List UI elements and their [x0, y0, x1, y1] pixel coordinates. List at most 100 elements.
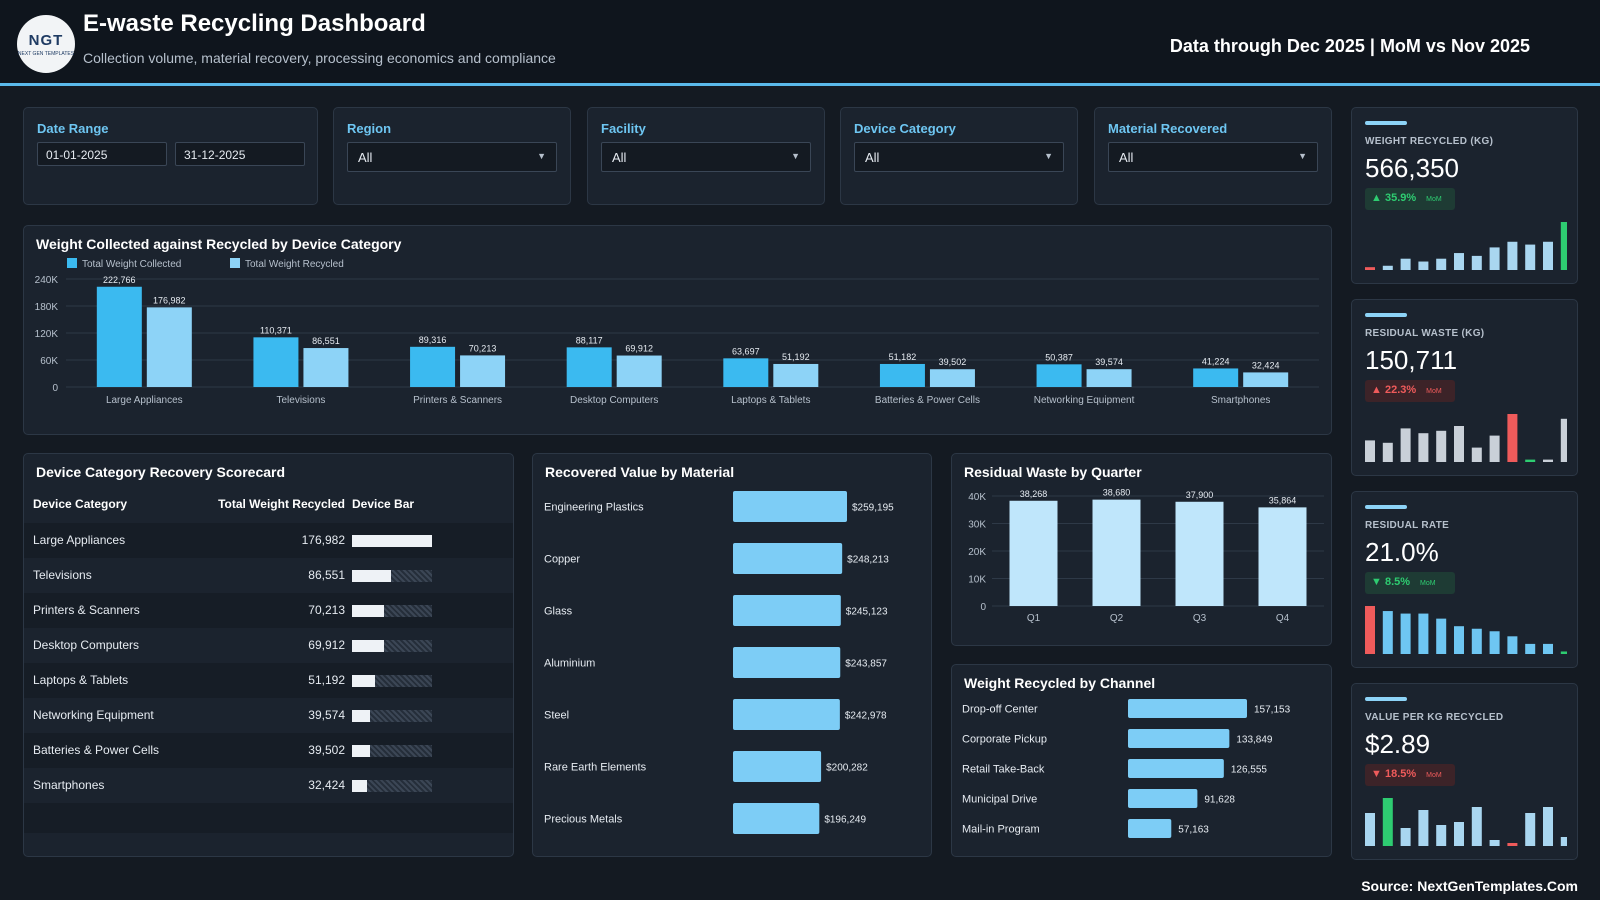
legend-swatch-total-weight-collected	[67, 258, 77, 268]
end-date-input[interactable]: 31-12-2025	[175, 142, 305, 166]
channel-bar-retail-take-back[interactable]	[1128, 759, 1224, 778]
arrow-down-icon: ▼	[1371, 576, 1382, 588]
channel-bar-corporate-pickup[interactable]	[1128, 729, 1230, 748]
quarter-bar-q4[interactable]	[1258, 507, 1307, 606]
bar-total-weight-collected-televisions[interactable]	[253, 337, 299, 387]
spark-bar	[1400, 828, 1411, 846]
device-bar-track	[352, 605, 432, 617]
region-select[interactable]: All ▼	[347, 142, 557, 172]
material-bar-steel[interactable]	[733, 699, 840, 730]
x-tick-label: Desktop Computers	[570, 395, 658, 406]
chevron-down-icon: ▼	[537, 151, 546, 161]
material-recovered-select[interactable]: All ▼	[1108, 142, 1318, 172]
bar-total-weight-collected-desktop-computers[interactable]	[566, 347, 612, 387]
kpi-sparkline	[1365, 414, 1567, 462]
quarter-bar-q1[interactable]	[1009, 500, 1058, 606]
material-value-title: Recovered Value by Material	[545, 464, 735, 480]
row-weight: 70,213	[308, 603, 345, 617]
channel-value-label: 133,849	[1236, 735, 1273, 746]
kpi-card-weight-recycled-kg[interactable]: WEIGHT RECYCLED (KG) 566,350 ▲ 35.9% MoM	[1351, 107, 1578, 284]
quarter-value-label: 37,900	[1186, 490, 1214, 500]
spark-bar	[1418, 613, 1429, 654]
channel-label-retail-take-back: Retail Take-Back	[962, 764, 1045, 776]
bar-value-label: 41,224	[1202, 356, 1230, 366]
device-bar-fill	[352, 675, 376, 687]
spark-bar	[1454, 253, 1464, 270]
material-bar-precious-metals[interactable]	[733, 803, 820, 834]
chevron-down-icon: ▼	[1044, 151, 1053, 161]
bar-total-weight-collected-printers-and-scanners[interactable]	[410, 346, 456, 387]
bar-total-weight-recycled-laptops-and-tablets[interactable]	[773, 363, 819, 387]
table-row[interactable]: Smartphones 32,424	[24, 768, 513, 803]
kpi-card-residual-rate[interactable]: RESIDUAL RATE 21.0% ▼ 8.5% MoM	[1351, 491, 1578, 668]
bar-total-weight-recycled-large-appliances[interactable]	[146, 307, 192, 387]
device-bar-track	[352, 745, 432, 757]
material-bar-aluminium[interactable]	[733, 647, 841, 678]
bar-total-weight-recycled-networking-equipment[interactable]	[1086, 369, 1132, 387]
device-category-select[interactable]: All ▼	[854, 142, 1064, 172]
kpi-label: RESIDUAL RATE	[1365, 520, 1450, 531]
material-bar-engineering-plastics[interactable]	[733, 491, 847, 522]
table-row[interactable]: Laptops & Tablets 51,192	[24, 663, 513, 698]
logo-subtext: NEXT GEN TEMPLATES	[17, 50, 75, 57]
material-bar-copper[interactable]	[733, 543, 843, 574]
device-bar-fill	[352, 710, 370, 722]
weight-by-category-title: Weight Collected against Recycled by Dev…	[36, 236, 402, 252]
spark-bar	[1471, 628, 1482, 654]
quarter-bar-q2[interactable]	[1092, 499, 1141, 606]
table-row[interactable]: Batteries & Power Cells 39,502	[24, 733, 513, 768]
spark-bar	[1525, 459, 1536, 462]
channel-chart: Drop-off Center 157,153 Corporate Pickup 13…	[962, 699, 1291, 838]
facility-select[interactable]: All ▼	[601, 142, 811, 172]
spark-bar	[1454, 822, 1464, 846]
bar-total-weight-collected-networking-equipment[interactable]	[1036, 364, 1082, 387]
table-row[interactable]: Printers & Scanners 70,213	[24, 593, 513, 628]
spark-bar	[1436, 825, 1447, 846]
bar-value-label: 32,424	[1252, 360, 1280, 370]
bar-total-weight-recycled-desktop-computers[interactable]	[616, 355, 662, 387]
bar-total-weight-collected-large-appliances[interactable]	[96, 286, 142, 387]
spark-bar	[1400, 428, 1411, 462]
bar-total-weight-recycled-batteries-and-power-cells[interactable]	[929, 369, 975, 387]
kpi-change-value: 22.3%	[1384, 384, 1417, 396]
bar-total-weight-recycled-smartphones[interactable]	[1243, 372, 1289, 387]
bar-value-label: 69,912	[625, 344, 653, 354]
bar-total-weight-recycled-televisions[interactable]	[303, 348, 349, 387]
channel-bar-drop-off-center[interactable]	[1128, 699, 1247, 718]
x-tick-label: Laptops & Tablets	[731, 395, 810, 406]
kpi-value: 21.0%	[1365, 537, 1439, 567]
device-bar-fill	[352, 780, 367, 792]
kpi-card-value-per-kg-recycled[interactable]: VALUE PER KG RECYCLED $2.89 ▼ 18.5% MoM	[1351, 683, 1578, 860]
spark-bar	[1382, 798, 1393, 846]
spark-bar	[1454, 426, 1464, 462]
channel-bar-municipal-drive[interactable]	[1128, 789, 1198, 808]
quarter-bar-q3[interactable]	[1175, 501, 1224, 606]
table-row-spacer	[24, 803, 513, 833]
bar-total-weight-collected-batteries-and-power-cells[interactable]	[879, 363, 925, 387]
device-category-filter: Device Category All ▼	[840, 107, 1078, 205]
start-date-input[interactable]: 01-01-2025	[37, 142, 167, 166]
material-label-steel: Steel	[544, 710, 569, 722]
bar-total-weight-collected-laptops-and-tablets[interactable]	[723, 358, 769, 387]
material-bar-glass[interactable]	[733, 595, 841, 626]
table-row[interactable]: Networking Equipment 39,574	[24, 698, 513, 733]
region-filter: Region All ▼	[333, 107, 571, 205]
bar-total-weight-recycled-printers-and-scanners[interactable]	[460, 355, 506, 387]
kpi-card-residual-waste-kg[interactable]: RESIDUAL WASTE (KG) 150,711 ▲ 22.3% MoM	[1351, 299, 1578, 476]
material-value-label: $259,195	[852, 503, 894, 514]
material-recovered-filter: Material Recovered All ▼	[1094, 107, 1332, 205]
kpi-change-value: 35.9%	[1384, 192, 1417, 204]
table-row[interactable]: Televisions 86,551	[24, 558, 513, 593]
bar-total-weight-collected-smartphones[interactable]	[1193, 368, 1239, 387]
quarter-value-label: 35,864	[1269, 495, 1297, 505]
channel-bar-mail-in-program[interactable]	[1128, 819, 1172, 838]
x-tick-label: Q2	[1110, 613, 1124, 624]
brand-logo: NGT NEXT GEN TEMPLATES	[17, 15, 75, 73]
material-bar-rare-earth-elements[interactable]	[733, 751, 822, 782]
facility-value: All	[612, 150, 627, 165]
table-row[interactable]: Desktop Computers 69,912	[24, 628, 513, 663]
table-row[interactable]: Large Appliances 176,982	[24, 523, 513, 558]
spark-bar	[1507, 241, 1518, 270]
spark-bar	[1382, 442, 1393, 462]
row-weight: 86,551	[308, 568, 345, 582]
